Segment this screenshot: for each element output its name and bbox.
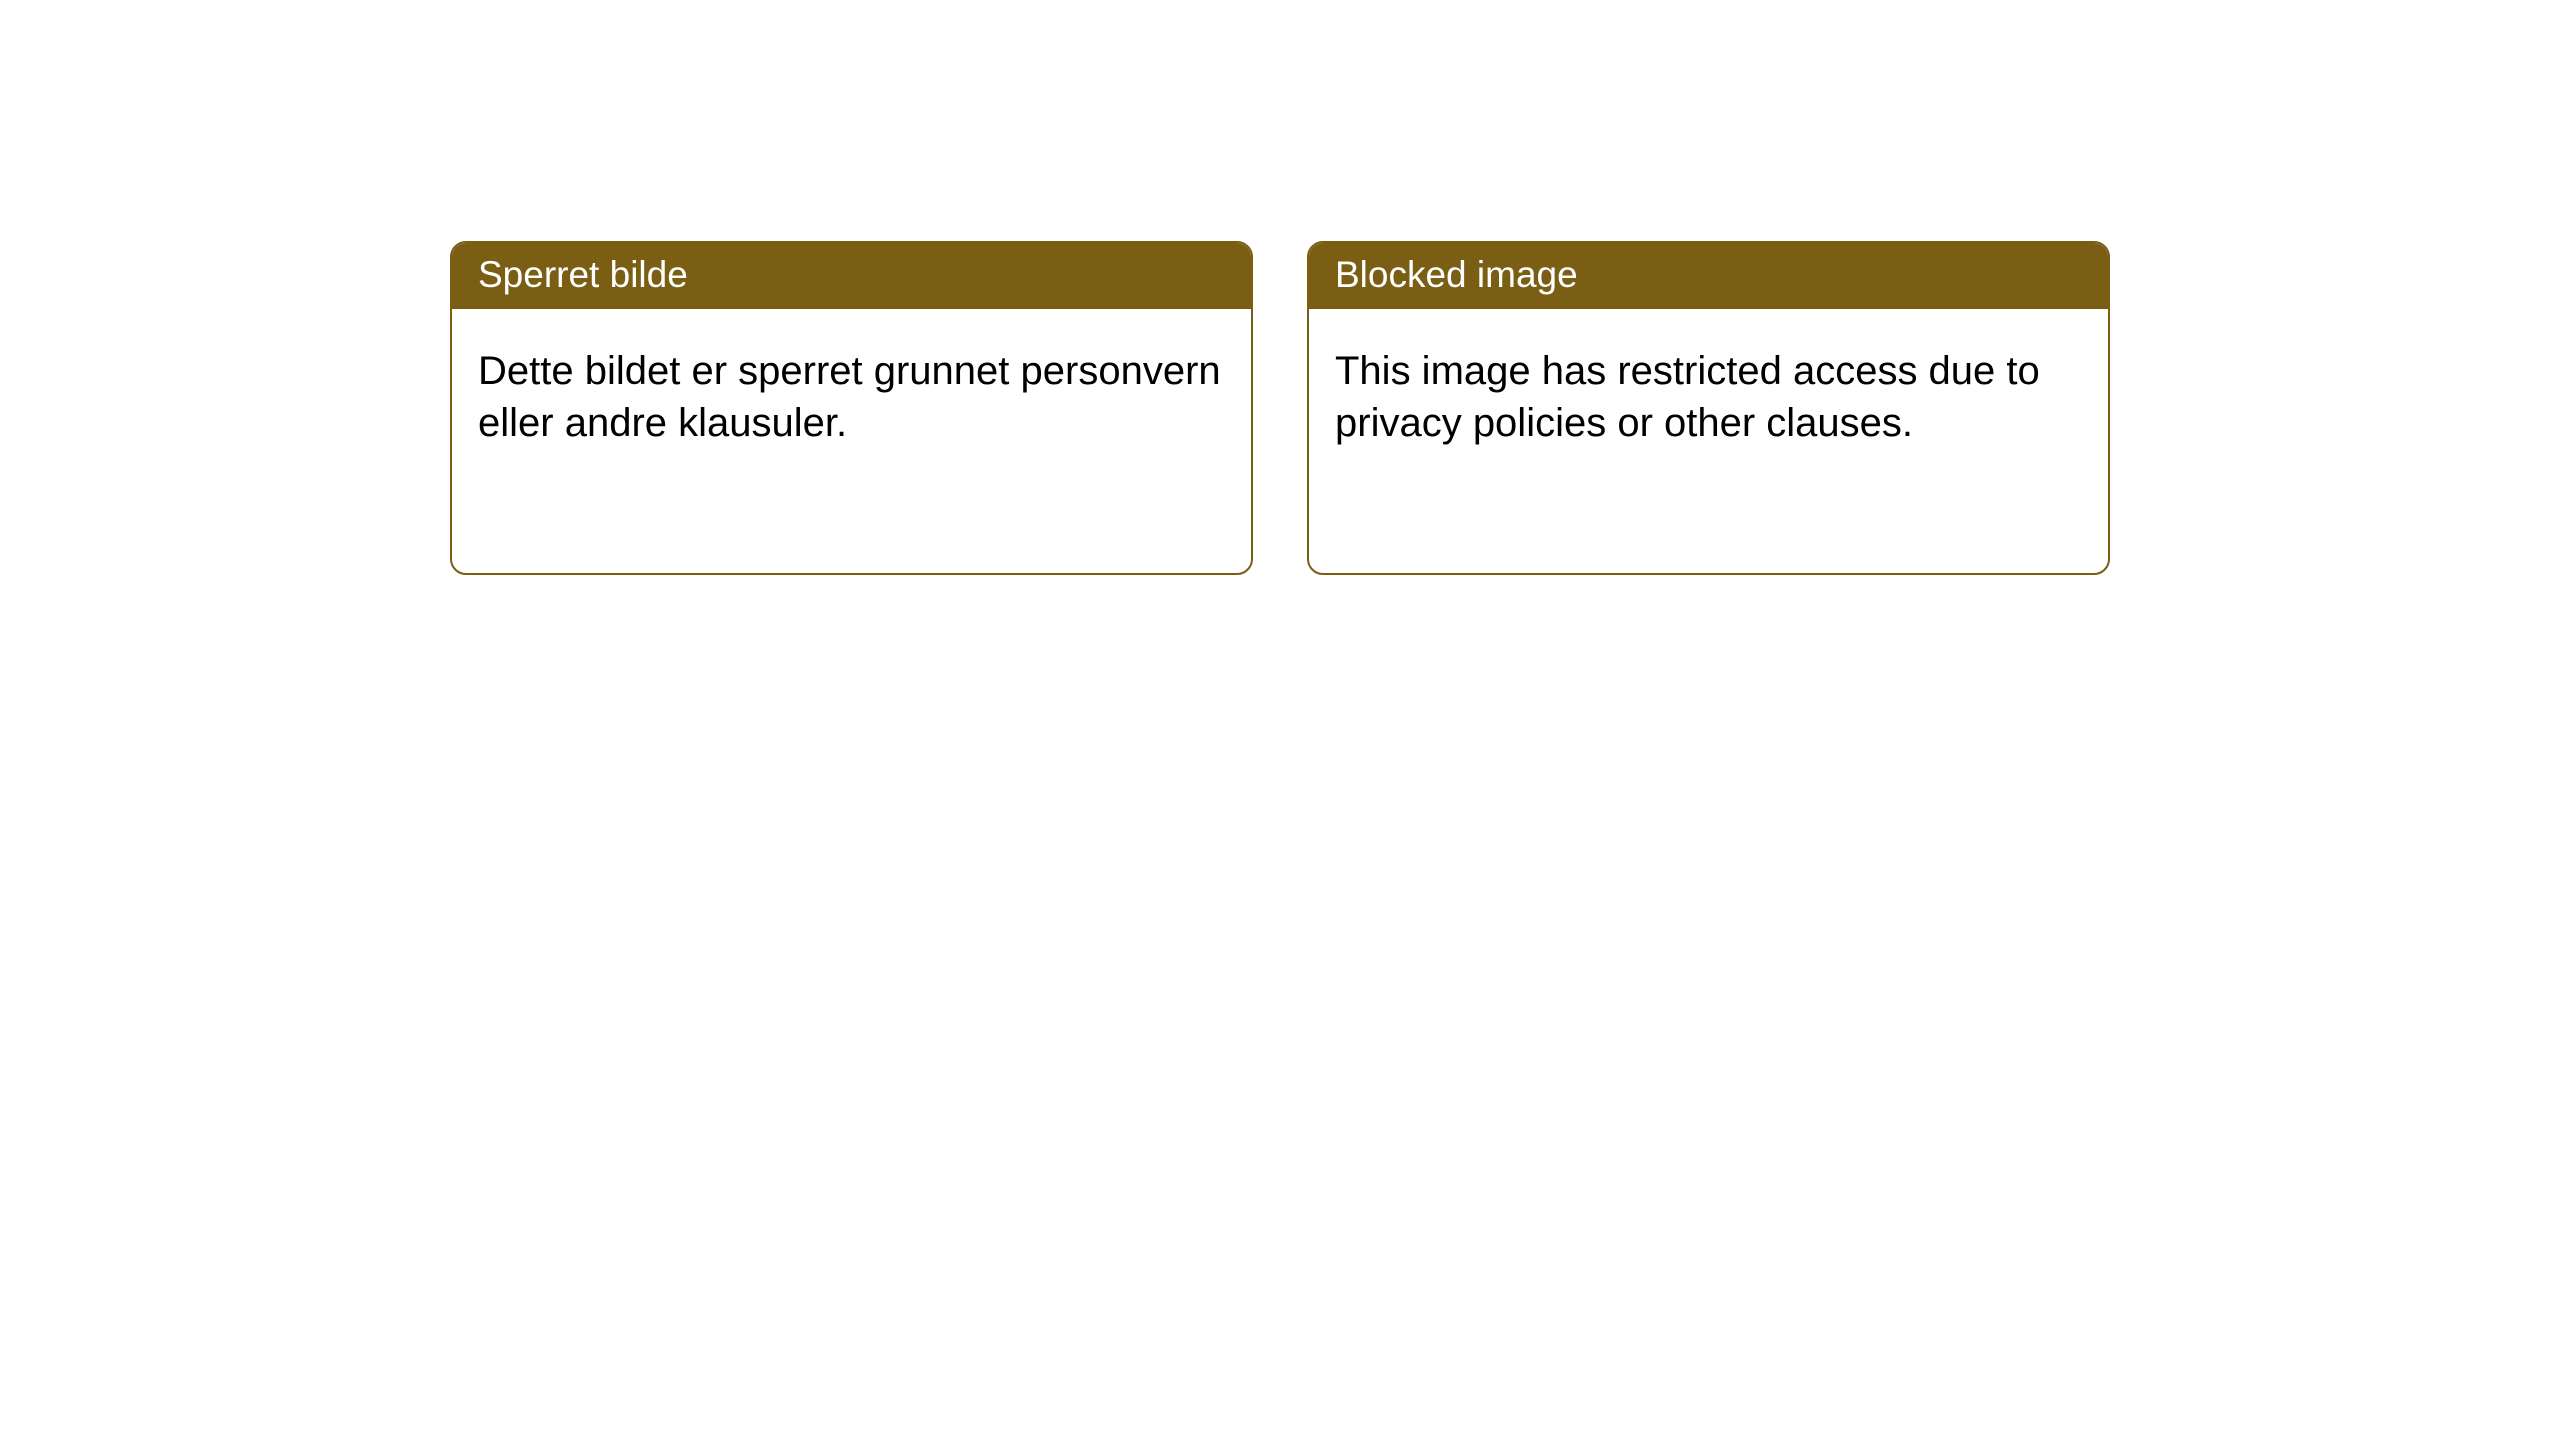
notices-container: Sperret bilde Dette bildet er sperret gr… [0,0,2560,575]
notice-box-norwegian: Sperret bilde Dette bildet er sperret gr… [450,241,1253,575]
notice-title-english: Blocked image [1309,243,2108,309]
notice-body-english: This image has restricted access due to … [1309,309,2108,485]
notice-box-english: Blocked image This image has restricted … [1307,241,2110,575]
notice-body-norwegian: Dette bildet er sperret grunnet personve… [452,309,1251,485]
notice-title-norwegian: Sperret bilde [452,243,1251,309]
